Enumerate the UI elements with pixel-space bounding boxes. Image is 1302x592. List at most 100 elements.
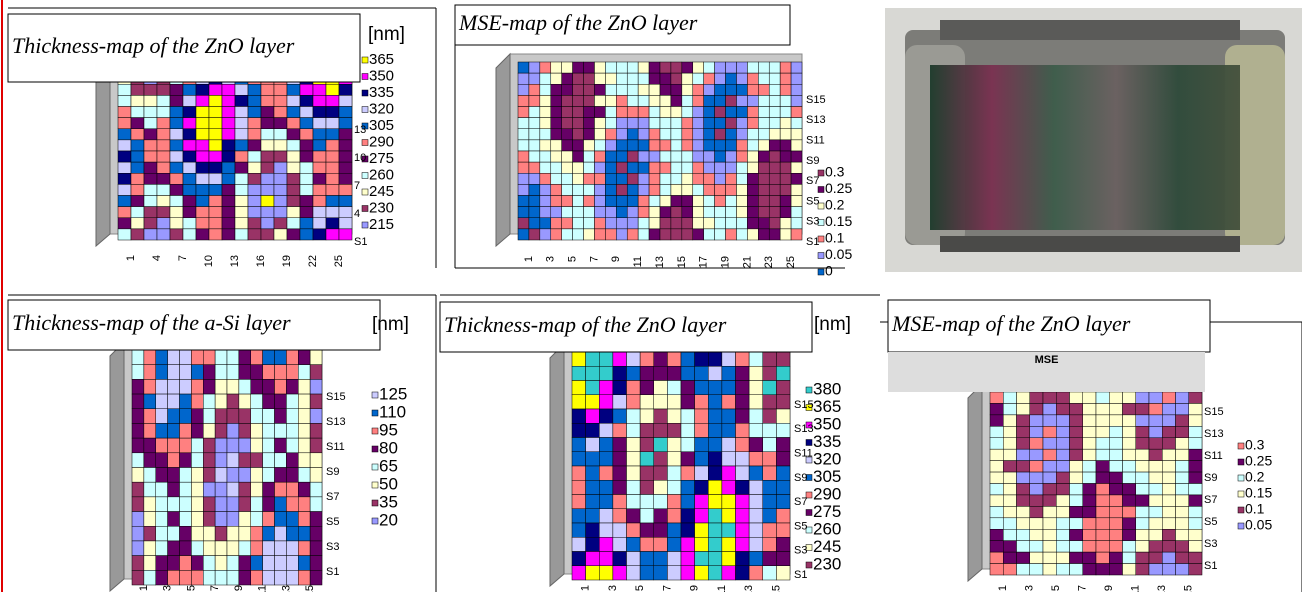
surface-cell <box>286 541 298 556</box>
surface-cell <box>183 118 196 129</box>
surface-cell <box>573 151 584 162</box>
surface-cell <box>215 482 227 497</box>
surface-cell <box>1017 552 1030 563</box>
surface-cell <box>1162 506 1175 517</box>
surface-cell <box>248 218 261 229</box>
surface-cell <box>131 173 144 184</box>
surface-cell <box>1162 472 1175 483</box>
y-tick-label: S3 <box>1204 538 1217 550</box>
surface-cell <box>747 229 758 240</box>
surface-cell <box>605 118 616 129</box>
surface-cell <box>1043 461 1056 472</box>
surface-cell <box>1043 552 1056 563</box>
surface-cell <box>518 118 529 129</box>
surface-cell <box>300 184 313 195</box>
surface-cell <box>769 229 780 240</box>
surface-cell <box>776 452 790 466</box>
surface-cell <box>562 196 573 207</box>
surface-cell <box>704 140 715 151</box>
legend-swatch <box>362 107 368 113</box>
surface-cell <box>540 151 551 162</box>
legend-label: 0.25 <box>1245 453 1272 469</box>
legend-label: 0.05 <box>1245 517 1272 533</box>
surface-cell <box>274 129 287 140</box>
surface-cell <box>613 352 627 366</box>
surface-cell <box>572 395 586 409</box>
surface-cell <box>594 62 605 73</box>
surface-cell <box>1070 564 1083 575</box>
surface-cell <box>605 129 616 140</box>
surface-cell <box>203 526 215 541</box>
surface-cell <box>1189 392 1202 403</box>
surface-cell <box>286 409 298 424</box>
unit-label: [nm] <box>814 314 851 335</box>
surface-cell <box>1056 438 1069 449</box>
surface-cell <box>1162 541 1175 552</box>
surface-cell <box>638 207 649 218</box>
surface-cell <box>667 552 681 566</box>
surface-cell <box>693 107 704 118</box>
surface-cell <box>191 556 203 571</box>
surface-cell <box>298 556 310 571</box>
surface-cell <box>758 196 769 207</box>
x-tick-label: 10 <box>203 255 215 267</box>
surface-cell <box>132 365 144 380</box>
surface-cell <box>286 497 298 512</box>
surface-cell <box>196 173 209 184</box>
surface-cell <box>990 461 1003 472</box>
surface-cell <box>239 570 251 585</box>
surface-cell <box>780 62 791 73</box>
surface-cell <box>209 184 222 195</box>
surface-cell <box>239 497 251 512</box>
surface-cell <box>518 207 529 218</box>
legend-label: 230 <box>813 554 841 573</box>
chart-title: MSE-map of the ZnO layer <box>891 311 1131 336</box>
surface-cell <box>263 468 275 483</box>
x-tick-label: 9 <box>1103 585 1115 591</box>
surface-cell <box>203 409 215 424</box>
surface-cell <box>736 196 747 207</box>
surface-cell <box>1149 529 1162 540</box>
surface-cell <box>594 107 605 118</box>
surface-cell <box>1109 415 1122 426</box>
legend-label: 0.2 <box>1245 469 1265 485</box>
surface-cell <box>640 452 654 466</box>
surface-cell <box>131 129 144 140</box>
surface-cell <box>251 468 263 483</box>
surface-cell <box>203 541 215 556</box>
surface-cell <box>769 140 780 151</box>
surface-cell <box>780 196 791 207</box>
surface-cell <box>144 173 157 184</box>
surface-cell <box>671 151 682 162</box>
surface-cell <box>1189 506 1202 517</box>
surface-cell <box>572 509 586 523</box>
surface-cell <box>203 438 215 453</box>
surface-cell <box>222 196 235 207</box>
y-tick-label: S9 <box>1204 472 1217 484</box>
surface-cell <box>168 350 180 365</box>
surface-cell <box>573 162 584 173</box>
surface-cell <box>326 196 339 207</box>
surface-cell <box>594 196 605 207</box>
surface-cell <box>298 379 310 394</box>
surface-cell <box>627 84 638 95</box>
surface-cell <box>1070 426 1083 437</box>
surface-cell <box>263 394 275 409</box>
surface-cell <box>1109 552 1122 563</box>
surface-cell <box>286 482 298 497</box>
surface-cell <box>682 151 693 162</box>
surface-cell <box>616 229 627 240</box>
surface-cell <box>649 196 660 207</box>
surface-cell <box>573 95 584 106</box>
surface-cell <box>780 184 791 195</box>
surface-cell <box>704 151 715 162</box>
surface-cell <box>1003 552 1016 563</box>
surface-cell <box>1189 415 1202 426</box>
surface-cell <box>227 394 239 409</box>
surface-cell <box>586 466 600 480</box>
surface-cell <box>715 196 726 207</box>
surface-cell <box>157 84 170 95</box>
y-tick-label: 10 <box>354 152 366 164</box>
surface-cell <box>180 512 192 527</box>
surface-cell <box>758 118 769 129</box>
